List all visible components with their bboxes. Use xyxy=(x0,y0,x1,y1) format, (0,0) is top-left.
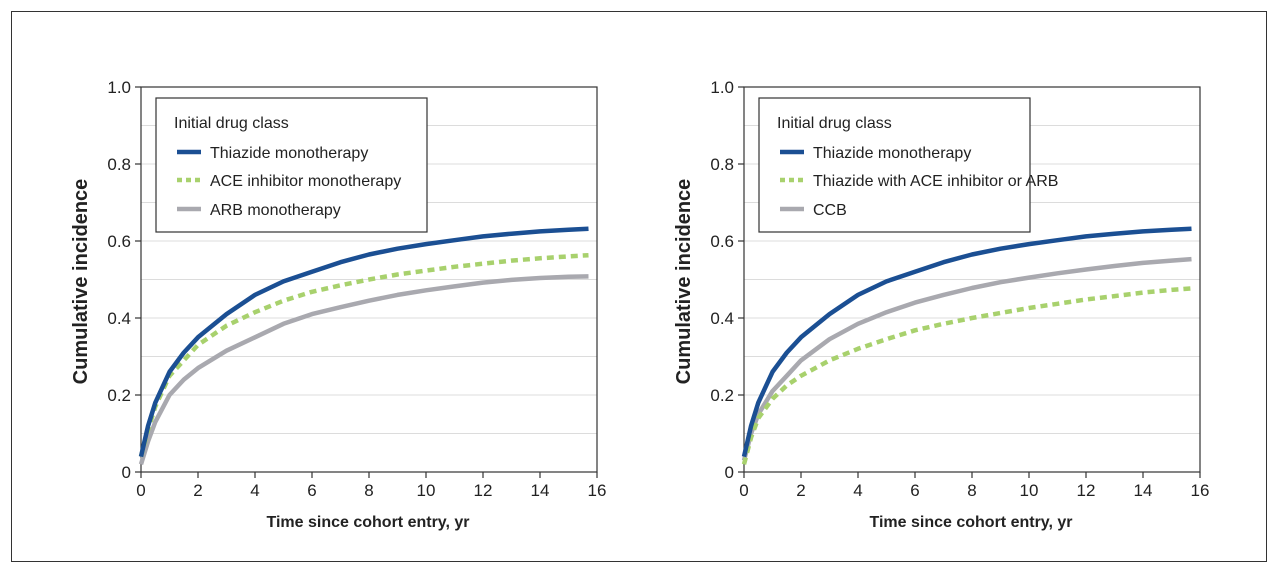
x-tick-label: 10 xyxy=(1020,481,1039,500)
series-line-thiazide-monotherapy xyxy=(741,226,1192,458)
figure-frame xyxy=(11,11,1267,562)
x-axis-title: Time since cohort entry, yr xyxy=(266,514,469,531)
y-axis-title: Cumulative incidence xyxy=(70,179,92,385)
x-tick-label: 4 xyxy=(250,481,259,500)
legend-item-label: ARB monotherapy xyxy=(210,202,341,219)
series-line-ace-inhibitor-monotherapy xyxy=(138,252,589,458)
legend-item-label: Thiazide monotherapy xyxy=(210,145,368,162)
series-line-ccb xyxy=(741,256,1192,461)
x-tick-label: 6 xyxy=(910,481,919,500)
series-line-arb-monotherapy xyxy=(138,274,589,465)
x-tick-label: 6 xyxy=(307,481,316,500)
x-tick-label: 14 xyxy=(531,481,550,500)
x-tick-label: 2 xyxy=(193,481,202,500)
x-tick-label: 12 xyxy=(474,481,493,500)
legend-box xyxy=(155,97,428,233)
y-tick-label: 0.2 xyxy=(710,386,734,405)
y-tick-label: 0.4 xyxy=(710,309,734,328)
x-tick-label: 0 xyxy=(136,481,145,500)
y-tick-label: 0 xyxy=(122,463,131,482)
y-tick-label: 1.0 xyxy=(107,78,131,97)
x-tick-label: 8 xyxy=(967,481,976,500)
legend-title: Initial drug class xyxy=(174,115,289,132)
legend-item-label: CCB xyxy=(813,202,847,219)
y-tick-label: 0.8 xyxy=(710,155,734,174)
legend-title: Initial drug class xyxy=(777,115,892,132)
x-tick-label: 14 xyxy=(1134,481,1153,500)
legend-box xyxy=(758,97,1031,233)
y-tick-label: 0 xyxy=(725,463,734,482)
x-tick-label: 0 xyxy=(739,481,748,500)
y-tick-label: 0.4 xyxy=(107,309,131,328)
legend-item-label: Thiazide with ACE inhibitor or ARB xyxy=(813,173,1058,190)
legend-item-label: Thiazide monotherapy xyxy=(813,145,971,162)
y-tick-label: 1.0 xyxy=(710,78,734,97)
x-tick-label: 16 xyxy=(588,481,607,500)
series-line-thiazide-monotherapy xyxy=(138,226,589,458)
y-axis-title: Cumulative incidence xyxy=(673,179,695,385)
legend-item-label: ACE inhibitor monotherapy xyxy=(210,173,401,190)
y-tick-label: 0.2 xyxy=(107,386,131,405)
chart-right: 0 0.2 0.4 0.6 0.8 1.0 0 2 4 6 8 10 12 14 16 Time since … xyxy=(673,78,1210,531)
y-tick-label: 0.8 xyxy=(107,155,131,174)
series-line-thiazide-with-ace-inhibitor-or-arb xyxy=(741,286,1192,465)
y-tick-label: 0.6 xyxy=(107,232,131,251)
x-tick-label: 4 xyxy=(853,481,862,500)
x-tick-label: 12 xyxy=(1077,481,1096,500)
x-tick-label: 8 xyxy=(364,481,373,500)
chart-left: 0 0.2 0.4 0.6 0.8 1.0 0 2 4 6 8 10 12 14 16 Time since … xyxy=(70,78,607,531)
x-tick-label: 2 xyxy=(796,481,805,500)
x-tick-label: 16 xyxy=(1191,481,1210,500)
x-axis-title: Time since cohort entry, yr xyxy=(869,514,1072,531)
y-tick-label: 0.6 xyxy=(710,232,734,251)
x-tick-label: 10 xyxy=(417,481,436,500)
